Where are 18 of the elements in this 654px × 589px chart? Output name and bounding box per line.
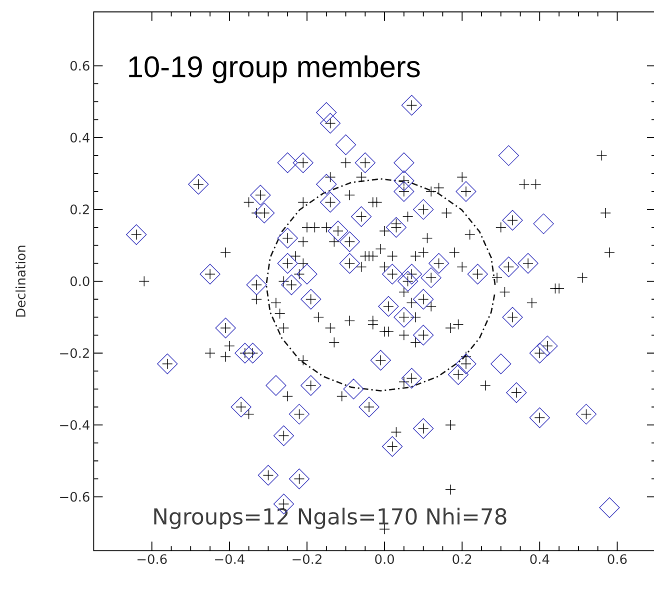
x-tick-label: −0.4 [215,554,244,564]
line-series [266,178,496,392]
x-tick-label: 0.0 [375,554,394,564]
y-tick-label: 0.0 [70,276,90,286]
y-tick-label: −0.4 [60,420,90,430]
y-tick-label: −0.6 [60,492,90,502]
y-tick-label: 0.4 [70,132,90,142]
y-tick-label: 0.6 [70,60,90,71]
y-tick-label: −0.2 [60,348,89,358]
text: 10-19 group members [129,55,420,84]
y-tick-label: 0.2 [70,204,89,214]
y-axis-title: Declination [15,246,26,317]
x-tick-label: −0.2 [292,554,322,564]
x-tick-label: 0.6 [608,554,627,564]
x-tick-label: 0.2 [452,554,472,564]
x-tick-label: 0.4 [530,554,550,564]
x-tick-label: −0.6 [138,554,167,564]
annotation: Ngroups=12 Ngals=170 Nhi=78 [154,508,506,529]
